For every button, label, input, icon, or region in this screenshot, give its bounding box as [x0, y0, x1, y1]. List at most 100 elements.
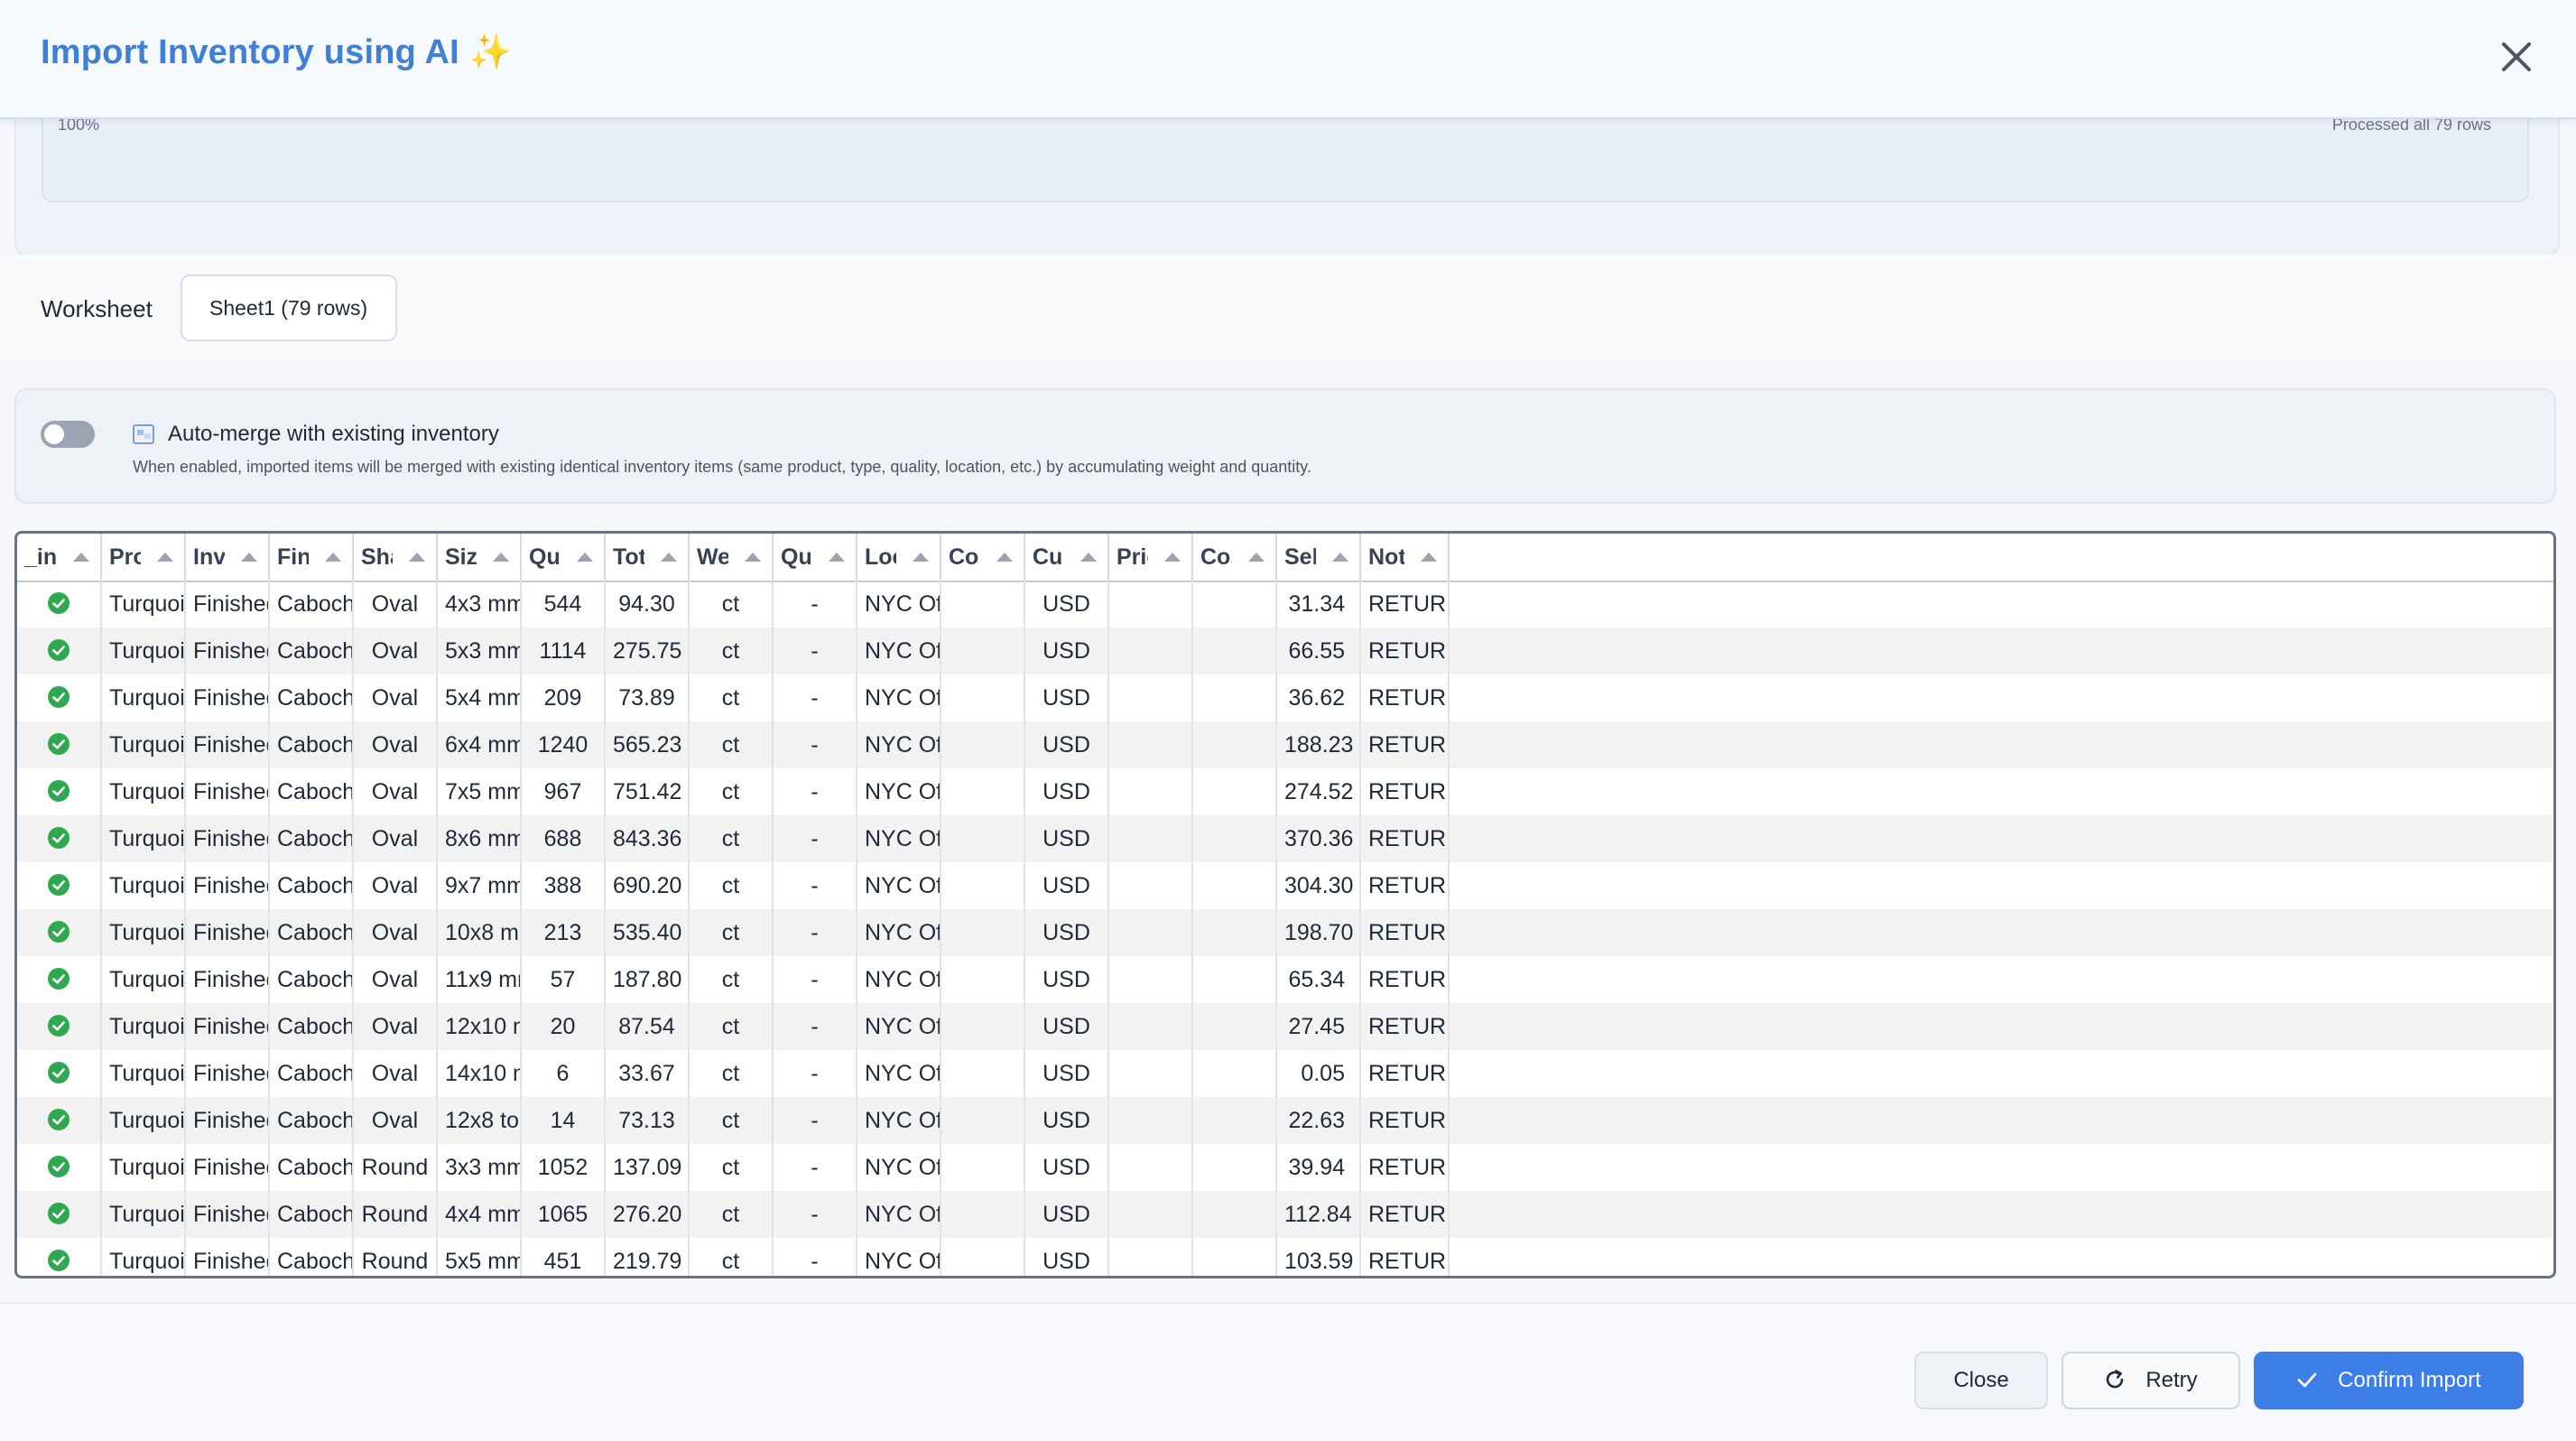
column-header-incl[interactable]: _incl... — [17, 534, 102, 581]
include-cell[interactable] — [17, 1191, 102, 1238]
table-row[interactable]: TurquoiseFinishedCabochonsOval6x4 mm1240… — [17, 721, 2553, 768]
sort-ascending-icon[interactable] — [157, 553, 173, 562]
cell-color — [941, 1050, 1025, 1097]
include-cell[interactable] — [17, 628, 102, 674]
include-cell[interactable] — [17, 768, 102, 815]
cell-sell-pri: 39.94 — [1277, 1144, 1361, 1191]
include-cell[interactable] — [17, 1050, 102, 1097]
include-cell[interactable] — [17, 1003, 102, 1050]
include-cell[interactable] — [17, 956, 102, 1003]
include-cell[interactable] — [17, 1238, 102, 1276]
table-row[interactable]: TurquoiseFinishedCabochonsOval12x8 to 16… — [17, 1097, 2553, 1144]
cell-total: 94.30 — [606, 581, 690, 628]
column-header-produc[interactable]: Produc... — [102, 534, 186, 581]
column-header-color[interactable]: Color — [941, 534, 1025, 581]
sort-ascending-icon[interactable] — [1421, 553, 1437, 562]
auto-merge-toggle[interactable] — [41, 421, 95, 448]
cell-produc: Turquoise — [102, 1003, 186, 1050]
table-row[interactable]: TurquoiseFinishedCabochonsOval9x7 mm3886… — [17, 862, 2553, 909]
include-cell[interactable] — [17, 862, 102, 909]
sort-ascending-icon[interactable] — [745, 553, 761, 562]
cell-size: 3x3 mm — [438, 1144, 522, 1191]
cell-location: NYC Office — [857, 815, 941, 862]
include-cell[interactable] — [17, 909, 102, 956]
cell-location: NYC Office — [857, 909, 941, 956]
column-header-quantity[interactable]: Quantity — [522, 534, 606, 581]
column-header-total[interactable]: Total ... — [606, 534, 690, 581]
table-row[interactable]: TurquoiseFinishedCabochonsOval12x10 mm20… — [17, 1003, 2553, 1050]
cell-invento: Finished — [186, 581, 270, 628]
cell-size: 9x7 mm — [438, 862, 522, 909]
sort-ascending-icon[interactable] — [661, 553, 677, 562]
column-header-currency[interactable]: Currency — [1025, 534, 1109, 581]
sort-ascending-icon[interactable] — [73, 553, 89, 562]
column-header-notes[interactable]: Notes — [1361, 534, 1450, 581]
sort-ascending-icon[interactable] — [1248, 553, 1265, 562]
sort-ascending-icon[interactable] — [1080, 553, 1097, 562]
cell-cost-pr — [1193, 628, 1277, 674]
table-row[interactable]: TurquoiseFinishedCabochonsRound4x4 mm106… — [17, 1191, 2553, 1238]
worksheet-select[interactable]: Sheet1 (79 rows) — [181, 274, 397, 341]
column-header-quality[interactable]: Quality — [774, 534, 857, 581]
cell-price-b — [1109, 628, 1193, 674]
confirm-import-button[interactable]: Confirm Import — [2254, 1352, 2524, 1409]
cell-produc: Turquoise — [102, 628, 186, 674]
column-header-shape[interactable]: Shape — [354, 534, 438, 581]
cell-size: 12x10 mm — [438, 1003, 522, 1050]
cell-quantity: 1114 — [522, 628, 606, 674]
close-icon[interactable] — [2498, 34, 2534, 79]
table-row[interactable]: TurquoiseFinishedCabochonsOval11x9 mm571… — [17, 956, 2553, 1003]
include-cell[interactable] — [17, 1144, 102, 1191]
cell-price-b — [1109, 956, 1193, 1003]
sort-ascending-icon[interactable] — [996, 553, 1013, 562]
table-row[interactable]: TurquoiseFinishedCabochonsOval5x3 mm1114… — [17, 628, 2553, 674]
include-cell[interactable] — [17, 674, 102, 721]
column-header-size[interactable]: Size — [438, 534, 522, 581]
cell-notes: RETURN: 473 — [1361, 815, 1450, 862]
table-row[interactable]: TurquoiseFinishedCabochonsOval14x10 mm63… — [17, 1050, 2553, 1097]
cell-quality: - — [774, 1191, 857, 1238]
column-header-sell-pri[interactable]: Sell Pri... — [1277, 534, 1361, 581]
column-header-cost-pr[interactable]: Cost Pr... — [1193, 534, 1277, 581]
check-circle-icon — [48, 1109, 69, 1131]
sort-ascending-icon[interactable] — [409, 553, 425, 562]
table-row[interactable]: TurquoiseFinishedCabochonsOval5x4 mm2097… — [17, 674, 2553, 721]
cell-cost-pr — [1193, 815, 1277, 862]
cell-sell-pri: 0.05 — [1277, 1050, 1361, 1097]
cell-shape: Oval — [354, 768, 438, 815]
sort-ascending-icon[interactable] — [325, 553, 341, 562]
sort-ascending-icon[interactable] — [493, 553, 509, 562]
sort-ascending-icon[interactable] — [1164, 553, 1181, 562]
column-header-label: Quantity — [529, 544, 561, 570]
cell-price-b — [1109, 815, 1193, 862]
sort-ascending-icon[interactable] — [241, 553, 257, 562]
sort-ascending-icon[interactable] — [577, 553, 593, 562]
sort-ascending-icon[interactable] — [1332, 553, 1348, 562]
sort-ascending-icon[interactable] — [829, 553, 845, 562]
table-row[interactable]: TurquoiseFinishedCabochonsOval10x8 mm213… — [17, 909, 2553, 956]
column-header-location[interactable]: Location — [857, 534, 941, 581]
include-cell[interactable] — [17, 815, 102, 862]
include-cell[interactable] — [17, 721, 102, 768]
include-cell[interactable] — [17, 581, 102, 628]
table-row[interactable]: TurquoiseFinishedCabochonsOval8x6 mm6888… — [17, 815, 2553, 862]
column-header-weight[interactable]: Weight... — [690, 534, 774, 581]
check-circle-icon — [48, 1250, 69, 1272]
column-header-finishe[interactable]: Finishe... — [270, 534, 354, 581]
column-header-invento[interactable]: Invento... — [186, 534, 270, 581]
cell-cost-pr — [1193, 1003, 1277, 1050]
include-cell[interactable] — [17, 1097, 102, 1144]
cell-total: 137.09 — [606, 1144, 690, 1191]
table-row[interactable]: TurquoiseFinishedCabochonsOval7x5 mm9677… — [17, 768, 2553, 815]
cell-total: 73.13 — [606, 1097, 690, 1144]
table-row[interactable]: TurquoiseFinishedCabochonsRound3x3 mm105… — [17, 1144, 2553, 1191]
close-button[interactable]: Close — [1914, 1352, 2048, 1409]
table-row[interactable]: TurquoiseFinishedCabochonsRound5x5 mm451… — [17, 1238, 2553, 1276]
cell-cost-pr — [1193, 909, 1277, 956]
cell-shape: Round — [354, 1238, 438, 1276]
cell-color — [941, 815, 1025, 862]
table-row[interactable]: TurquoiseFinishedCabochonsOval4x3 mm5449… — [17, 581, 2553, 628]
sort-ascending-icon[interactable] — [913, 553, 929, 562]
retry-button[interactable]: Retry — [2062, 1352, 2240, 1409]
column-header-price-b[interactable]: Price B... — [1109, 534, 1193, 581]
